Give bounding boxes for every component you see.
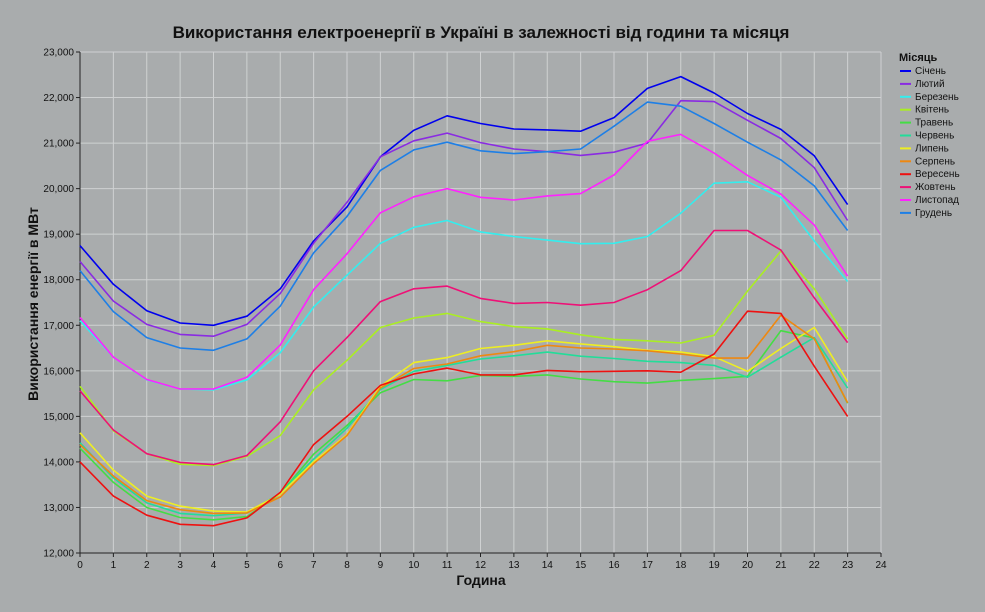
legend-entry: Грудень <box>915 208 952 219</box>
x-tick-label: 22 <box>809 560 821 571</box>
y-tick-label: 18,000 <box>43 275 74 286</box>
series-line <box>79 250 849 467</box>
x-tick-label: 10 <box>408 560 420 571</box>
legend-entry: Жовтень <box>915 182 956 193</box>
y-tick-label: 22,000 <box>43 93 74 104</box>
y-tick-label: 16,000 <box>43 366 74 377</box>
x-tick-label: 21 <box>775 560 787 571</box>
legend-entry: Березень <box>915 92 959 103</box>
x-tick-label: 9 <box>378 560 384 571</box>
x-tick-label: 1 <box>111 560 117 571</box>
y-tick-label: 20,000 <box>43 184 74 195</box>
series-line <box>79 336 849 517</box>
y-tick-label: 17,000 <box>43 321 74 332</box>
y-axis-label: Використання енергії в МВт <box>25 207 41 401</box>
x-tick-label: 5 <box>244 560 250 571</box>
legend-entry: Серпень <box>915 156 955 167</box>
y-tick-label: 23,000 <box>43 48 74 59</box>
x-tick-label: 0 <box>77 560 83 571</box>
x-tick-label: 17 <box>642 560 654 571</box>
x-tick-label: 19 <box>709 560 721 571</box>
series-line <box>79 101 849 352</box>
legend-entry: Січень <box>915 66 946 77</box>
legend-entry: Листопад <box>915 195 959 206</box>
x-tick-label: 12 <box>475 560 487 571</box>
x-tick-label: 16 <box>608 560 620 571</box>
x-tick-label: 11 <box>442 560 453 571</box>
axes: 12,000 13,000 14,000 15,000 16,000 17,000 18,0… <box>43 48 887 572</box>
y-tick-label: 15,000 <box>43 412 74 423</box>
x-tick-label: 7 <box>311 560 317 571</box>
series-line <box>79 310 849 527</box>
x-tick-label: 15 <box>575 560 587 571</box>
y-tick-label: 14,000 <box>43 457 74 468</box>
series-line <box>79 326 849 513</box>
x-tick-label: 20 <box>742 560 754 571</box>
series-line <box>79 329 849 521</box>
series-line <box>79 314 849 515</box>
y-tick-label: 21,000 <box>43 139 74 150</box>
legend-entry: Червень <box>915 131 954 142</box>
series-line <box>79 75 849 327</box>
legend-entry: Лютий <box>915 79 945 90</box>
x-tick-label: 8 <box>344 560 350 571</box>
x-tick-label: 6 <box>277 560 283 571</box>
legend-entry: Травень <box>915 118 953 129</box>
x-tick-label: 24 <box>875 560 887 571</box>
chart-title: Використання електроенергії в Україні в … <box>173 23 790 42</box>
legend-entry: Квітень <box>915 105 949 116</box>
legend-entry: Вересень <box>915 169 960 180</box>
series-line <box>79 99 849 338</box>
x-tick-label: 14 <box>542 560 554 571</box>
x-axis-label: Година <box>456 572 506 588</box>
y-tick-label: 12,000 <box>43 549 74 560</box>
legend-title: Місяць <box>899 52 938 64</box>
y-tick-label: 13,000 <box>43 503 74 514</box>
series-line <box>79 229 849 466</box>
series-line <box>79 133 849 390</box>
x-tick-label: 13 <box>508 560 520 571</box>
x-tick-label: 4 <box>211 560 217 571</box>
x-tick-label: 23 <box>842 560 854 571</box>
x-tick-label: 2 <box>144 560 150 571</box>
legend: Місяць Січень Лютий Березень Квітень Травень… <box>899 52 960 219</box>
x-tick-label: 3 <box>177 560 183 571</box>
y-tick-label: 19,000 <box>43 230 74 241</box>
plot-area <box>79 75 849 527</box>
x-tick-label: 18 <box>675 560 687 571</box>
legend-entry: Липень <box>915 143 949 154</box>
